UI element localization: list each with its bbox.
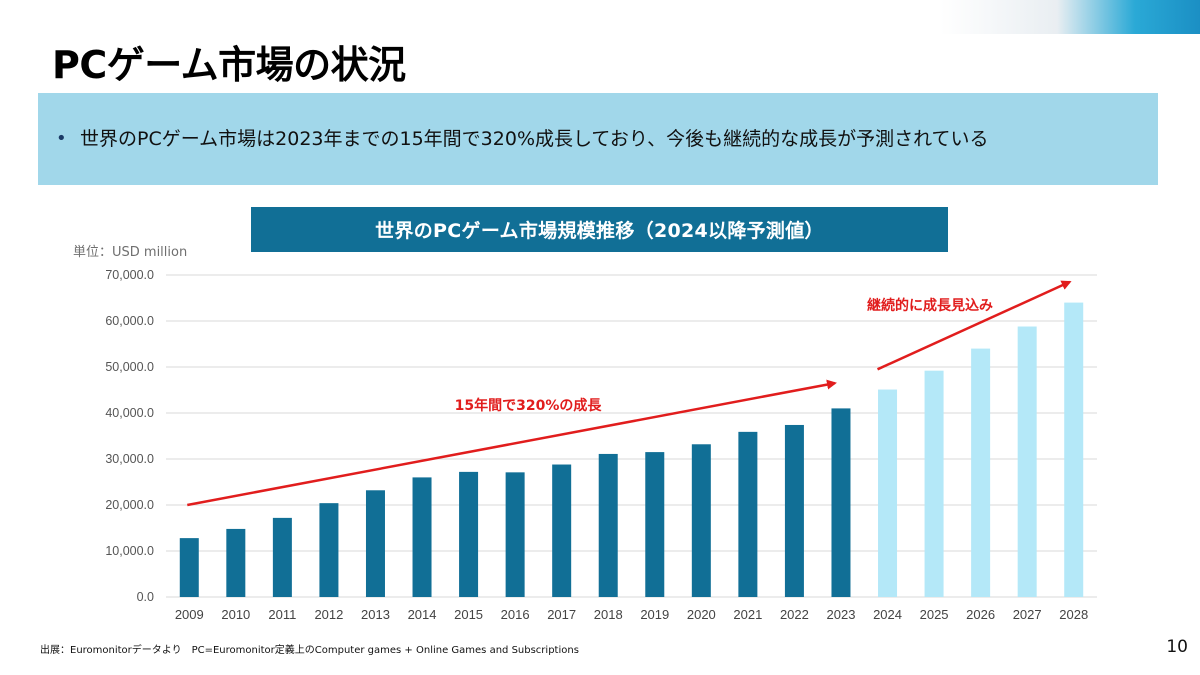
summary-box — [38, 93, 1158, 185]
bar — [645, 452, 665, 597]
x-tick-label: 2024 — [873, 607, 902, 622]
bar — [412, 477, 432, 597]
x-tick-label: 2028 — [1059, 607, 1088, 622]
bar — [552, 464, 572, 597]
x-tick-label: 2015 — [454, 607, 483, 622]
annotation-label: 15年間で320%の成長 — [455, 397, 603, 414]
x-tick-label: 2017 — [547, 607, 576, 622]
bar — [505, 472, 525, 597]
x-tick-label: 2013 — [361, 607, 390, 622]
bar — [598, 453, 618, 597]
chart-title: 世界のPCゲーム市場規模推移（2024以降予測値） — [251, 207, 948, 252]
forecast-bar — [971, 348, 991, 597]
annotation-label: 継続的に成長見込み — [867, 297, 993, 314]
x-tick-label: 2020 — [687, 607, 716, 622]
unit-label: 単位：USD million — [73, 245, 188, 260]
forecast-bar — [1017, 326, 1037, 597]
y-tick-label: 10,000.0 — [105, 544, 154, 558]
x-tick-label: 2019 — [640, 607, 669, 622]
forecast-bar — [924, 370, 944, 597]
top-accent-bar — [940, 0, 1200, 34]
trend-arrow — [877, 280, 1072, 371]
x-tick-label: 2027 — [1013, 607, 1042, 622]
x-tick-label: 2011 — [268, 607, 296, 622]
x-tick-label: 2022 — [780, 607, 809, 622]
y-tick-label: 70,000.0 — [105, 268, 154, 282]
forecast-bar — [878, 389, 898, 597]
bar — [226, 528, 246, 597]
forecast-bar — [1064, 302, 1084, 597]
x-tick-label: 2023 — [827, 607, 856, 622]
y-tick-label: 20,000.0 — [105, 498, 154, 512]
bar — [319, 503, 339, 597]
bar — [179, 538, 199, 597]
summary-text: 世界のPCゲーム市場は2023年までの15年間で320%成長しており、今後も継続… — [80, 128, 989, 150]
bar — [738, 431, 758, 597]
source-note: 出展：Euromonitorデータより PC=Euromonitor定義上のCo… — [40, 645, 579, 656]
x-tick-label: 2026 — [966, 607, 995, 622]
y-tick-label: 50,000.0 — [105, 360, 154, 374]
trend-arrow — [187, 379, 837, 507]
x-tick-label: 2021 — [733, 607, 762, 622]
page-title: PCゲーム市場の状況 — [52, 43, 406, 87]
page-number: 10 — [1166, 637, 1188, 657]
y-tick-label: 0.0 — [137, 590, 154, 604]
x-tick-label: 2014 — [408, 607, 437, 622]
x-tick-label: 2025 — [920, 607, 949, 622]
bar — [691, 444, 711, 597]
bar — [784, 424, 804, 597]
y-tick-label: 60,000.0 — [105, 314, 154, 328]
x-tick-label: 2018 — [594, 607, 623, 622]
bar — [831, 408, 851, 597]
x-tick-label: 2016 — [501, 607, 530, 622]
y-tick-label: 30,000.0 — [105, 452, 154, 466]
x-tick-label: 2010 — [221, 607, 250, 622]
bullet-icon: • — [56, 128, 67, 149]
x-tick-label: 2012 — [314, 607, 343, 622]
y-tick-label: 40,000.0 — [105, 406, 154, 420]
bar — [459, 471, 479, 597]
bar — [365, 490, 385, 597]
x-tick-label: 2009 — [175, 607, 204, 622]
bar — [272, 517, 292, 597]
